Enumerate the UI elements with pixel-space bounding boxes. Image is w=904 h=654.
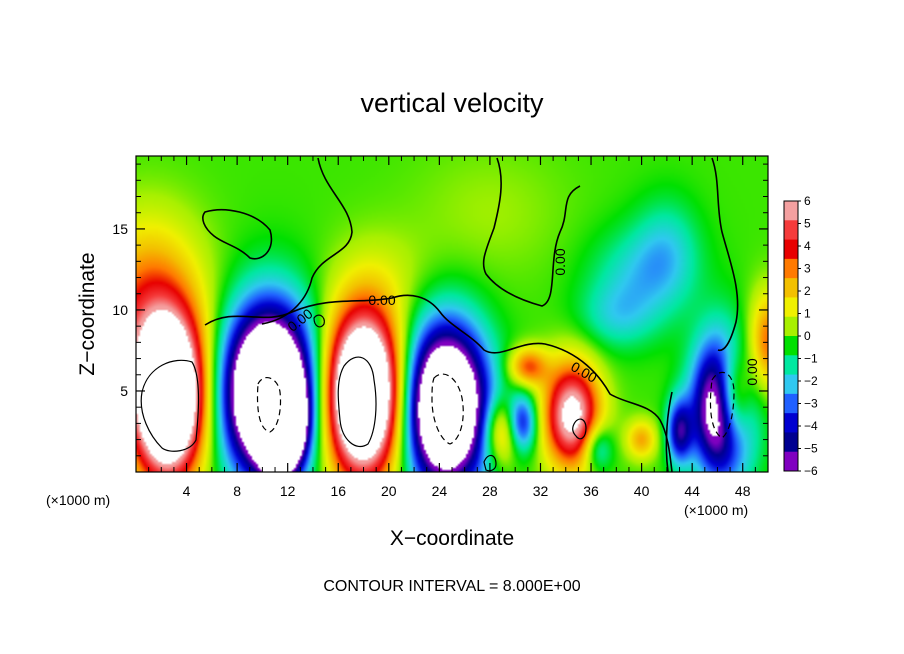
colorbar-swatch <box>784 374 798 395</box>
x-tick-label: 8 <box>233 483 241 499</box>
colorbar-swatch <box>784 316 798 337</box>
contour-label: 0.00 <box>368 292 395 308</box>
zero-contour-upper <box>261 157 353 325</box>
x-tick-label: 12 <box>280 483 296 499</box>
x-tick-label: 40 <box>634 483 650 499</box>
colorbar-swatch <box>784 220 798 241</box>
zero-contour-upper-left <box>202 208 273 260</box>
colorbar-label: 3 <box>804 262 811 276</box>
colorbar-label: −6 <box>804 464 818 478</box>
colorbar-swatch <box>784 432 798 453</box>
colorbar-swatch <box>784 355 798 376</box>
contour-interval-note: CONTOUR INTERVAL = 8.000E+00 <box>323 578 581 595</box>
colorbar-swatch <box>784 336 798 356</box>
colorbar-label: −1 <box>804 352 818 366</box>
colorbar-swatch <box>784 297 798 318</box>
colorbar-label: −5 <box>804 442 818 456</box>
heatmap-field <box>136 156 768 472</box>
contour-small-1 <box>572 418 587 440</box>
contour-negative-1 <box>256 376 282 433</box>
x-tick-label: 20 <box>381 483 397 499</box>
x-unit-label-right: (×1000 m) <box>684 502 749 518</box>
contour-small-3 <box>313 314 325 328</box>
colorbar-label: 6 <box>804 194 811 208</box>
x-tick-label: 36 <box>583 483 599 499</box>
x-tick-label: 48 <box>735 483 751 499</box>
colorbar-swatch <box>784 201 798 221</box>
x-axis-label: X−coordinate <box>389 527 515 550</box>
x-tick-label: 44 <box>684 483 700 499</box>
colorbar-label: 2 <box>804 284 811 298</box>
y-tick-label: 15 <box>112 221 128 237</box>
contour-small-2 <box>483 454 497 472</box>
colorbar-label: 5 <box>804 217 811 231</box>
colorbar-label: −2 <box>804 374 818 388</box>
colorbar-swatch <box>784 258 798 279</box>
y-tick-label: 10 <box>112 302 128 318</box>
x-tick-label: 24 <box>432 483 448 499</box>
colorbar-label: 1 <box>804 307 811 321</box>
zero-contour-right-top <box>482 157 581 307</box>
zero-contour-right-low <box>665 391 673 473</box>
zero-contour-far-right <box>711 157 739 352</box>
colorbar-swatch <box>784 239 798 260</box>
x-tick-label: 28 <box>482 483 498 499</box>
x-tick-label: 32 <box>533 483 549 499</box>
colorbar: 6 5 4 3 2 1 0 −1 −2 −3 −4 −5 −6 <box>783 194 818 478</box>
x-tick-label: 4 <box>183 483 191 499</box>
x-unit-label-left: (×1000 m) <box>46 492 111 508</box>
contour-blob-left <box>140 359 200 452</box>
colorbar-label: −4 <box>804 419 818 433</box>
contour-negative-2 <box>431 373 464 445</box>
contour-blob-left-2 <box>337 356 377 448</box>
colorbar-swatch <box>784 278 798 298</box>
colorbar-swatch <box>784 413 798 433</box>
zero-contour-mid <box>204 294 673 473</box>
contour-label: 0.00 <box>552 248 568 275</box>
y-tick-label: 5 <box>120 383 128 399</box>
colorbar-label: 4 <box>804 239 811 253</box>
colorbar-label: 0 <box>804 329 811 343</box>
colorbar-label: −3 <box>804 397 818 411</box>
colorbar-swatch <box>784 393 798 414</box>
plot-area: 0.000.000.000.00 0.00 <box>135 155 769 473</box>
x-tick-label: 16 <box>330 483 346 499</box>
contour-negative-3 <box>709 371 735 439</box>
colorbar-swatch <box>784 451 798 472</box>
chart-title: vertical velocity <box>360 88 544 118</box>
contour-label: 0.00 <box>744 358 760 385</box>
contour-lines <box>140 157 739 473</box>
